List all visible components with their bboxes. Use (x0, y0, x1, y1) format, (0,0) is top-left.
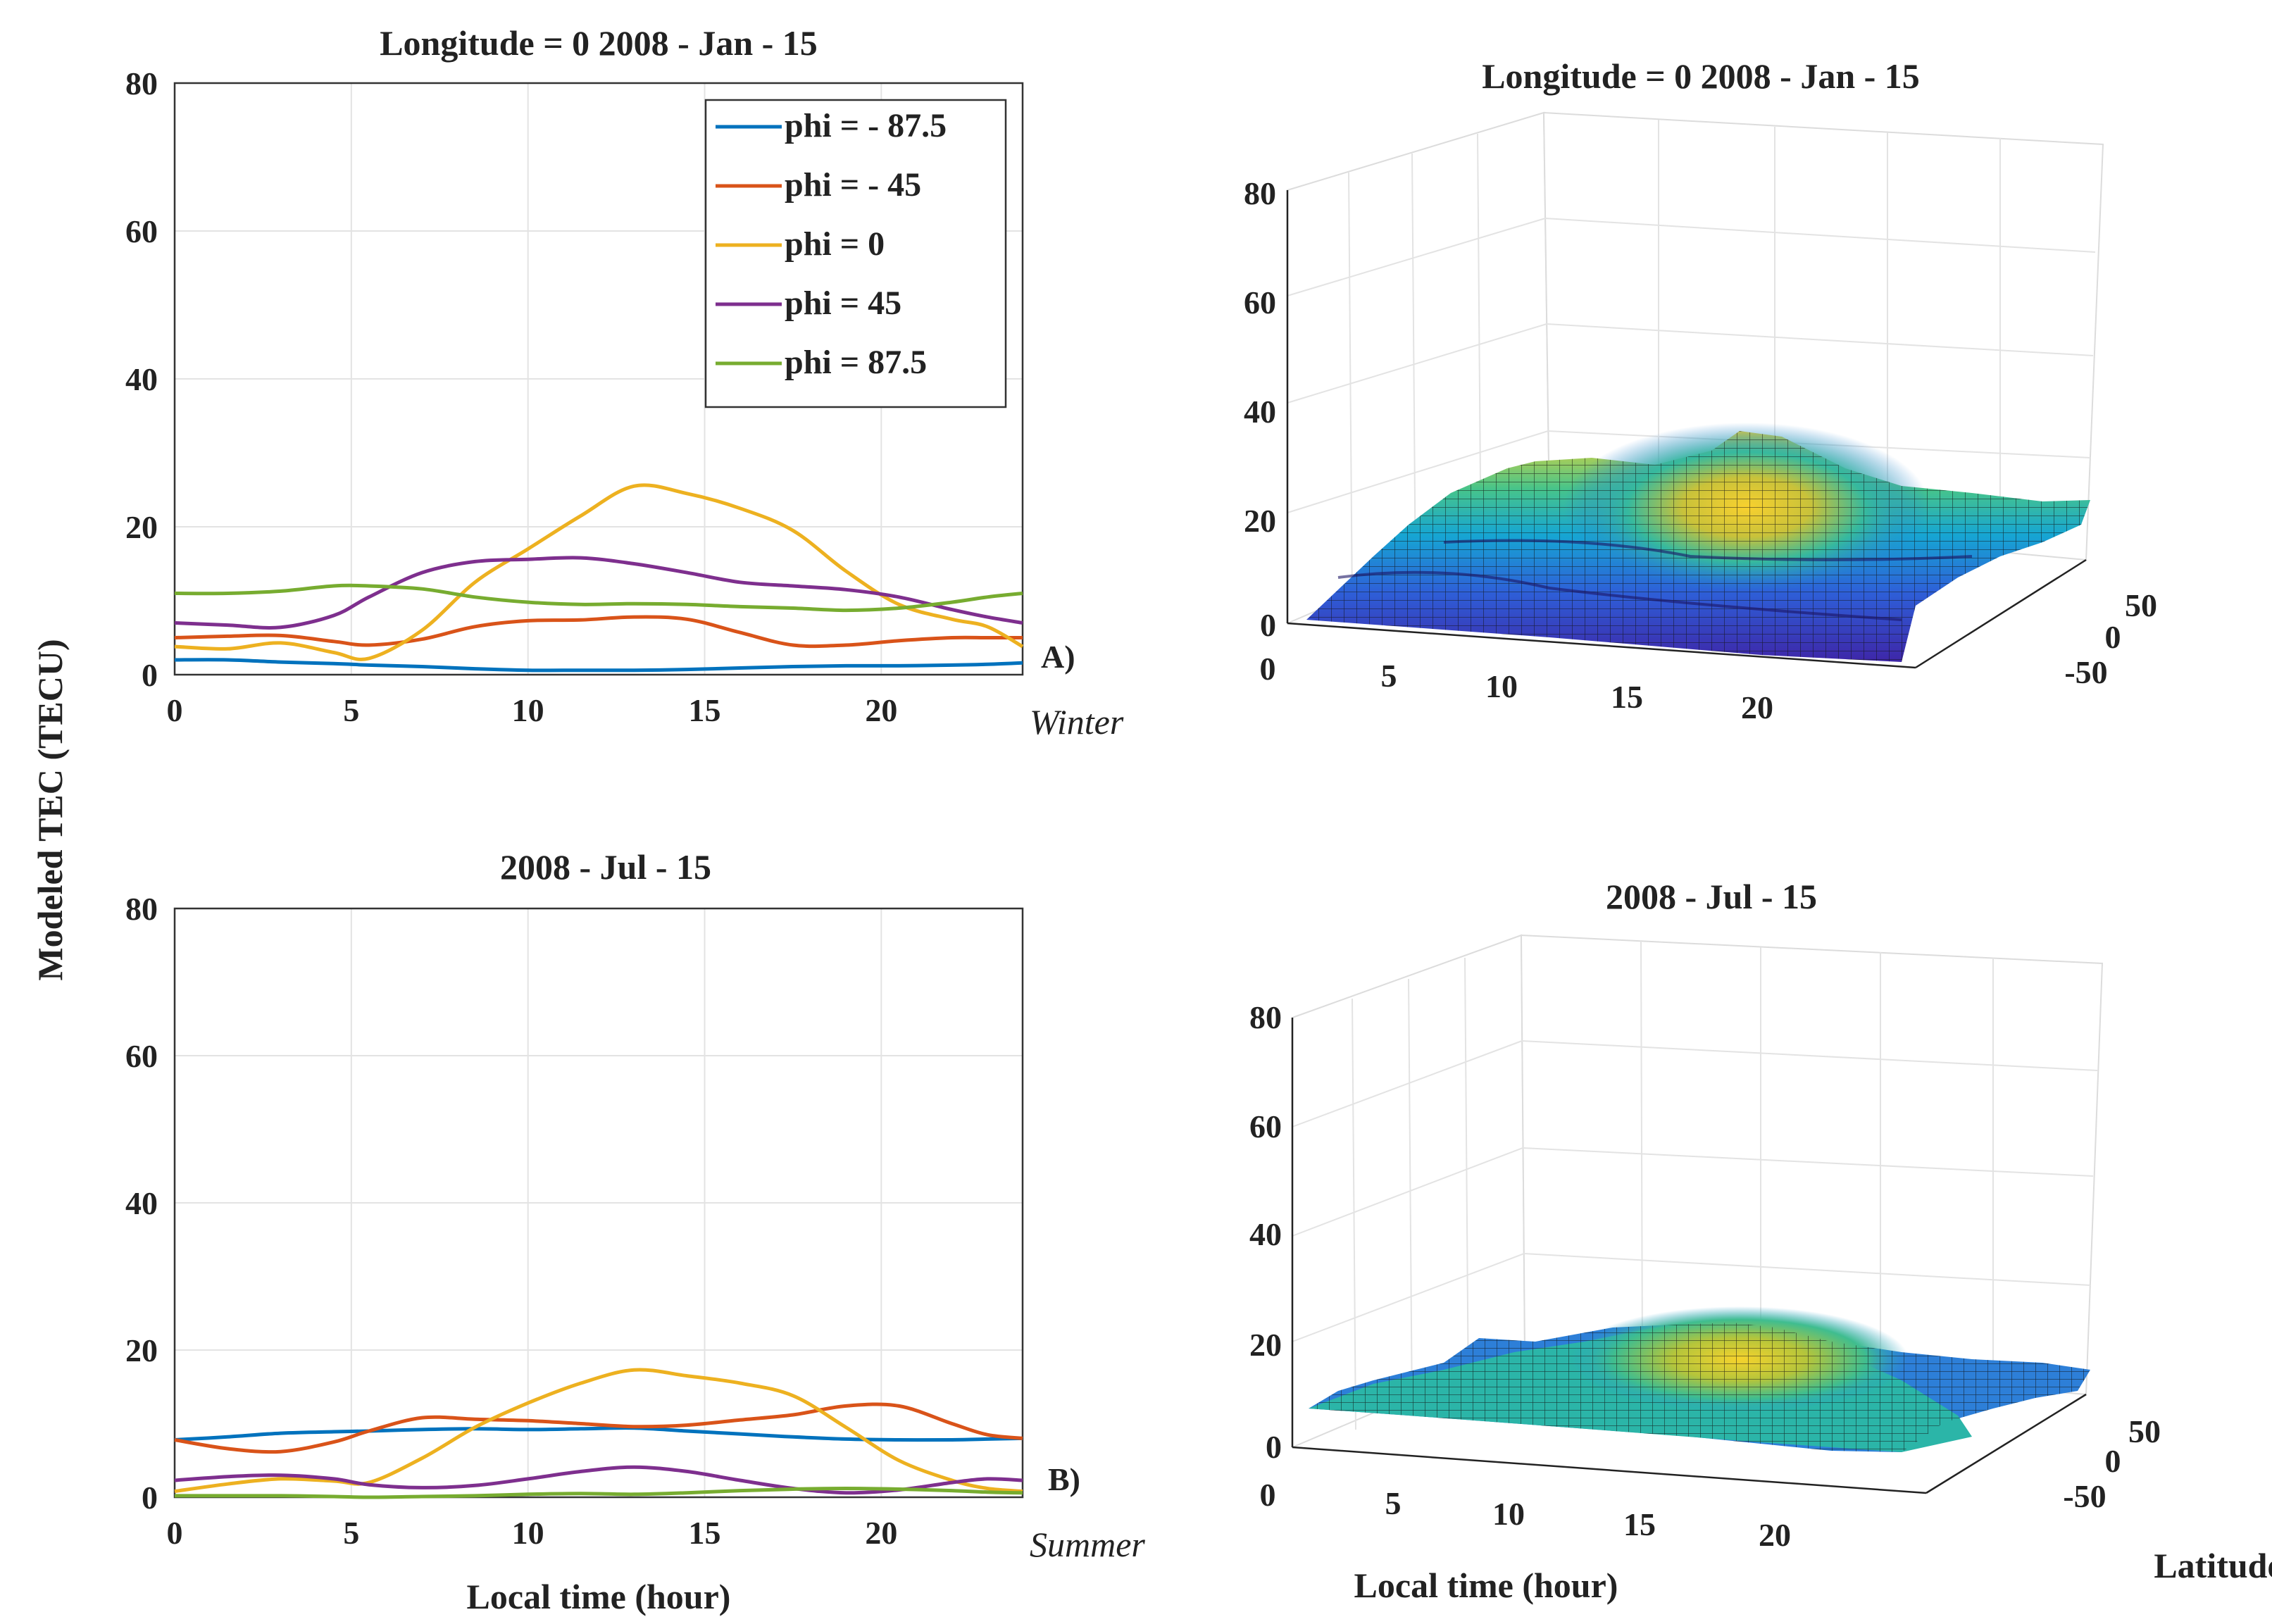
panel-a-series-0 (174, 658, 1023, 673)
panel-d-xtick-20: 20 (1759, 1517, 1791, 1553)
panel-a-legend: phi = - 87.5 phi = - 45 phi = 0 phi = 45 phi… (704, 99, 1007, 408)
panel-d-ytick-1: 0 (2105, 1443, 2121, 1479)
legend-label-1: phi = - 45 (785, 166, 921, 204)
panel-b-series-0 (174, 1426, 1023, 1442)
legend-label-3: phi = 45 (785, 285, 901, 322)
panel-a-season: Winter (1030, 702, 1124, 742)
panel-a-xtick-10: 10 (512, 692, 544, 728)
panel-c-surface-chart: Longitude = 0 2008 - Jan - 15 0 20 40 60 80 0… (1244, 56, 2157, 725)
panel-c-ztick-20: 20 (1244, 503, 1276, 539)
panel-b-series-1 (174, 1402, 1023, 1454)
panel-a-ytick-80: 80 (125, 65, 158, 101)
panel-c-title: Longitude = 0 2008 - Jan - 15 (1482, 56, 1920, 96)
panel-b-grid (174, 908, 1023, 1498)
panel-a-series-4 (174, 583, 1023, 613)
panel-b-xtick-20: 20 (865, 1515, 897, 1551)
panel-b-ytick-40: 40 (125, 1185, 158, 1221)
panel-d-xtick-0: 0 (1260, 1477, 1276, 1513)
panel-a-series-3 (174, 556, 1023, 630)
panel-c-ztick-60: 60 (1244, 285, 1276, 320)
panel-c-xtick-5: 5 (1381, 658, 1397, 694)
panel-d-ztick-80: 80 (1249, 999, 1282, 1035)
panel-a-line-chart: Longitude = 0 2008 - Jan - 15 0 5 10 15 20 0 2… (125, 23, 1124, 742)
legend-label-4: phi = 87.5 (785, 344, 927, 381)
panel-b-x-label: Local time (hour) (467, 1577, 731, 1616)
panel-d-title: 2008 - Jul - 15 (1606, 877, 1817, 916)
panel-d-ztick-20: 20 (1249, 1327, 1282, 1363)
panel-b-xtick-10: 10 (512, 1515, 544, 1551)
panel-b-xtick-5: 5 (343, 1515, 359, 1551)
panel-c-ytick-2: -50 (2064, 654, 2107, 690)
panel-b-tag: B) (1048, 1461, 1080, 1497)
panel-a-series-2 (174, 483, 1024, 661)
panel-b-xtick-0: 0 (167, 1515, 183, 1551)
panel-c-xtick-10: 10 (1485, 668, 1518, 704)
legend-label-0: phi = - 87.5 (785, 107, 947, 144)
panel-b-season: Summer (1030, 1525, 1145, 1564)
panel-d-xtick-10: 10 (1492, 1496, 1525, 1532)
panel-b-series-4 (174, 1487, 1023, 1499)
panel-c-surface (1306, 423, 2090, 662)
panel-d-surface (1309, 1306, 2090, 1452)
panel-d-y-label: Latitude (2154, 1546, 2272, 1585)
panel-c-ztick-40: 40 (1244, 394, 1276, 430)
panel-b-series (174, 1368, 1023, 1499)
panel-a-tag: A) (1041, 639, 1075, 675)
panel-b-series-2 (174, 1368, 1023, 1494)
panel-c-ztick-80: 80 (1244, 175, 1276, 211)
panel-b-ytick-60: 60 (125, 1038, 158, 1074)
panel-d-xtick-15: 15 (1623, 1506, 1656, 1542)
panel-b-ytick-80: 80 (125, 891, 158, 927)
panel-a-ytick-40: 40 (125, 361, 158, 397)
panel-b-title: 2008 - Jul - 15 (500, 847, 711, 887)
panel-a-frame (173, 82, 1024, 676)
panel-b-xtick-15: 15 (689, 1515, 721, 1551)
panel-d-ztick-60: 60 (1249, 1108, 1282, 1144)
panel-d-ztick-40: 40 (1249, 1216, 1282, 1252)
panel-d-box (1291, 934, 2104, 1494)
panel-d-xtick-5: 5 (1385, 1485, 1402, 1521)
panel-c-ztick-0: 0 (1260, 607, 1276, 643)
panel-a-ytick-0: 0 (142, 657, 158, 693)
legend-label-2: phi = 0 (785, 225, 885, 263)
panel-b-ytick-0: 0 (142, 1480, 158, 1516)
panel-a-series-1 (174, 615, 1023, 649)
panel-a-xtick-15: 15 (689, 692, 721, 728)
panel-c-ytick-0: 50 (2125, 587, 2157, 623)
panel-b-ticks: 0 5 10 15 20 0 20 40 60 80 (125, 891, 897, 1551)
panel-c-ytick-1: 0 (2105, 619, 2121, 655)
y-axis-label: Modeled TEC (TECU) (30, 639, 70, 980)
panel-d-x-label: Local time (hour) (1354, 1566, 1618, 1605)
panel-a-ticks: 0 5 10 15 20 0 20 40 60 80 (125, 65, 897, 728)
panel-a-ytick-20: 20 (125, 509, 158, 545)
panel-a-series (174, 483, 1024, 673)
panel-d-ytick-2: -50 (2063, 1478, 2106, 1514)
panel-b-frame (173, 907, 1024, 1499)
panel-a-xtick-0: 0 (167, 692, 183, 728)
panel-a-ytick-60: 60 (125, 213, 158, 249)
panel-a-legend-box (704, 99, 1007, 408)
panel-d-ztick-0: 0 (1266, 1429, 1282, 1465)
panel-c-xtick-20: 20 (1741, 689, 1773, 725)
panel-c-xtick-15: 15 (1611, 679, 1643, 715)
panel-a-xtick-5: 5 (343, 692, 359, 728)
panel-d-ytick-0: 50 (2128, 1413, 2161, 1449)
panel-b-line-chart: 2008 - Jul - 15 0 5 10 15 20 0 20 40 60 80 B) Sum… (125, 847, 1145, 1616)
panel-a-title: Longitude = 0 2008 - Jan - 15 (380, 23, 818, 63)
panel-b-ytick-20: 20 (125, 1332, 158, 1368)
panel-a-xtick-20: 20 (865, 692, 897, 728)
panel-c-xtick-0: 0 (1260, 651, 1276, 687)
